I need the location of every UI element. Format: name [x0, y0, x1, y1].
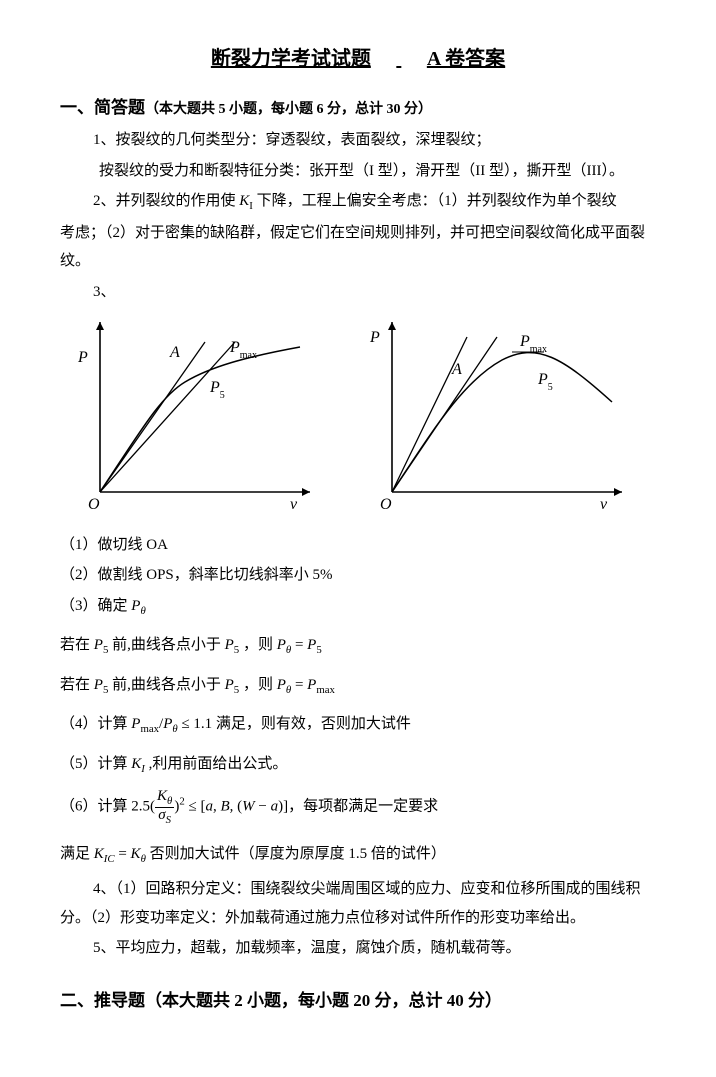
c5-b: ,利用前面给出公式。 — [145, 756, 288, 772]
c6-sig: σ — [158, 807, 165, 823]
s5-a2: 前,曲线各点小于 — [108, 677, 224, 693]
c6-minus: − — [255, 799, 271, 815]
fig1-O: O — [88, 496, 100, 512]
c6-Kt-sub: θ — [167, 795, 172, 807]
calc-6: （6）计算 2.5( Kθ σS )2 ≤ [a, B, (W − a)]，每项… — [60, 789, 656, 826]
step-2: （2）做割线 OPS，斜率比切线斜率小 5% — [60, 561, 656, 590]
s5-a1: 若在 — [60, 677, 94, 693]
q2-b: 下降，工程上偏安全考虑：（1）并列裂纹作为单个裂纹 — [253, 193, 617, 209]
c4-Pmax-sub: max — [140, 723, 159, 735]
figure-left: P A Pmax P5 O v — [60, 312, 330, 523]
fig2-Pmax: Pmax — [519, 333, 547, 355]
fig1-v: v — [290, 496, 298, 512]
s4-a1: 若在 — [60, 637, 94, 653]
calc-5: （5）计算 KI ,利用前面给出公式。 — [60, 750, 656, 780]
s4-a2: 前,曲线各点小于 — [108, 637, 224, 653]
c6-close2: )] — [278, 799, 288, 815]
section-1-label: 一、简答题 — [60, 98, 145, 117]
c4-a: （4）计算 — [60, 716, 131, 732]
q2: 2、并列裂纹的作用使 KI 下降，工程上偏安全考虑：（1）并列裂纹作为单个裂纹 — [60, 187, 656, 217]
title-right: A 卷答案 — [427, 48, 505, 70]
c5-K: K — [131, 756, 141, 772]
section-2-label: 二、推导题 — [60, 991, 145, 1010]
sat-KIC: K — [94, 846, 104, 862]
fig1-A-label: A — [169, 344, 180, 361]
c4-Pt: P — [163, 716, 172, 732]
q5: 5、平均应力，超载，加载频率，温度，腐蚀介质，随机载荷等。 — [60, 934, 656, 963]
c4-le: ≤ 1.1 — [178, 716, 212, 732]
fig2-O: O — [380, 496, 392, 512]
fig2-A: A — [451, 361, 462, 378]
c6-W: W — [242, 799, 255, 815]
section-2-header: 二、推导题（本大题共 2 小题，每小题 20 分，总计 40 分） — [60, 985, 656, 1017]
sat-b: 否则加大试件（厚度为原厚度 1.5 倍的试件） — [146, 846, 446, 862]
s5-a3: ，则 — [239, 677, 277, 693]
section-2-meta: （本大题共 2 小题，每小题 20 分，总计 40 分） — [145, 991, 502, 1010]
c6-a: （6）计算 — [60, 799, 131, 815]
c6-le: ≤ [ — [185, 799, 206, 815]
fig1-P5: P5 — [209, 379, 225, 401]
q1-line1: 1、按裂纹的几何类型分：穿透裂纹，表面裂纹，深埋裂纹； — [60, 126, 656, 155]
q3-label: 3、 — [60, 278, 656, 307]
step3-a: （3）确定 — [60, 598, 131, 614]
fig2-P-label: P — [369, 329, 380, 346]
s4-a3: ，则 — [239, 637, 277, 653]
c6-av: a — [205, 799, 213, 815]
step-5: 若在 P5 前,曲线各点小于 P5 ，则 Pθ = Pmax — [60, 671, 656, 701]
c4-b: 满足，则有效，否则加大试件 — [212, 716, 411, 732]
c6-25: 2.5( — [131, 799, 155, 815]
s5-P5b: P — [225, 677, 234, 693]
page-title: 断裂力学考试试题 A 卷答案 — [60, 40, 656, 78]
c6-a2: a — [271, 799, 279, 815]
s4-P5a: P — [94, 637, 103, 653]
s5-P5a: P — [94, 677, 103, 693]
step-1: （1）做切线 OA — [60, 531, 656, 560]
q4: 4、（1）回路积分定义：围绕裂纹尖端周围区域的应力、应变和位移所围成的围线积分。… — [60, 875, 656, 932]
step-3: （3）确定 Pθ — [60, 592, 656, 622]
section-1-meta: （本大题共 5 小题，每小题 6 分，总计 30 分） — [145, 102, 432, 117]
step-4: 若在 P5 前,曲线各点小于 P5 ，则 Pθ = P5 — [60, 631, 656, 661]
fig2-v: v — [600, 496, 608, 512]
section-1-header: 一、简答题（本大题共 5 小题，每小题 6 分，总计 30 分） — [60, 92, 656, 124]
c6-B: B — [220, 799, 229, 815]
figure-right: P A Pmax P5 O v — [352, 312, 642, 523]
q2-a: 2、并列裂纹的作用使 — [93, 193, 239, 209]
s5-Pm-sub: max — [316, 684, 335, 696]
figure-row: P A Pmax P5 O v P A Pmax P5 O — [60, 312, 656, 523]
sat-KIC-sub: IC — [104, 853, 115, 865]
satisfy-line: 满足 KIC = Kθ 否则加大试件（厚度为原厚度 1.5 倍的试件） — [60, 840, 656, 870]
q1-line2: 按裂纹的受力和断裂特征分类：张开型（I 型），滑开型（II 型），撕开型（III… — [60, 157, 656, 186]
s4-Pt: P — [277, 637, 286, 653]
sat-eq: = — [115, 846, 131, 862]
s4-P5c: P — [307, 637, 316, 653]
s5-Pt: P — [277, 677, 286, 693]
s4-P5c-sub: 5 — [316, 644, 321, 656]
step3-sub: θ — [140, 605, 145, 617]
fig1-Pmax: Pmax — [229, 339, 257, 361]
q2-K: K — [239, 193, 249, 209]
c6-sig-sub: S — [166, 814, 171, 826]
fig1-P-label: P — [77, 349, 88, 366]
c6-tail: ，每项都满足一定要求 — [288, 799, 438, 815]
calc-4: （4）计算 Pmax/Pθ ≤ 1.1 满足，则有效，否则加大试件 — [60, 710, 656, 740]
s4-P5b: P — [225, 637, 234, 653]
title-left: 断裂力学考试试题 — [211, 48, 371, 70]
c5-a: （5）计算 — [60, 756, 131, 772]
s5-Pm: P — [307, 677, 316, 693]
fig2-P5: P5 — [537, 371, 553, 393]
q2-line2: 考虑；（2）对于密集的缺陷群，假定它们在空间规则排列，并可把空间裂纹简化成平面裂… — [60, 219, 656, 276]
sat-a: 满足 — [60, 846, 94, 862]
c6-Kt: K — [157, 788, 167, 804]
sat-Kt: K — [131, 846, 141, 862]
